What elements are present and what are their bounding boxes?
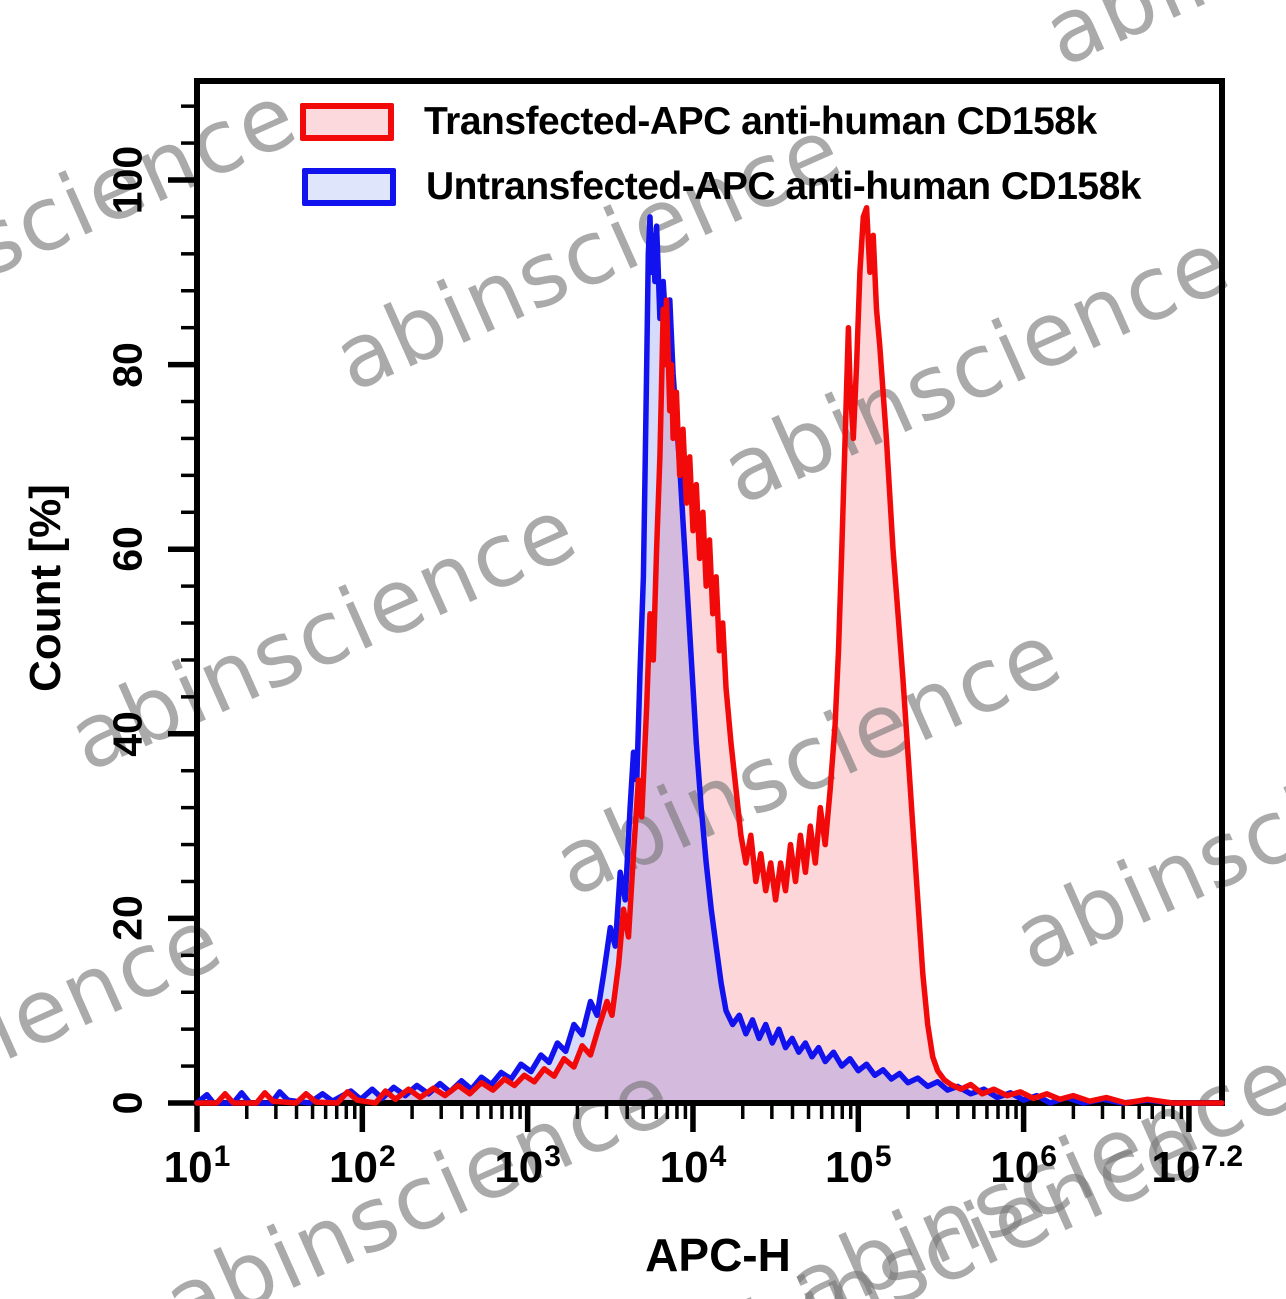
transfected-fill-area bbox=[197, 207, 1222, 1103]
legend-label-transfected: Transfected-APC anti-human CD158k bbox=[424, 100, 1097, 143]
y-axis-title: Count [%] bbox=[21, 484, 70, 692]
legend-row-transfected: Transfected-APC anti-human CD158k bbox=[300, 100, 1097, 144]
y-tick-label: 60 bbox=[104, 526, 151, 572]
y-tick-label: 40 bbox=[104, 710, 151, 757]
y-tick-label: 20 bbox=[104, 895, 151, 942]
x-tick-label: 106 bbox=[990, 1140, 1057, 1192]
x-axis-title: APC-H bbox=[645, 1229, 791, 1281]
y-tick-label: 100 bbox=[104, 145, 151, 215]
x-tick-label: 107.2 bbox=[1151, 1140, 1244, 1192]
y-tick-label: 80 bbox=[104, 341, 151, 388]
x-tick-label: 104 bbox=[659, 1140, 727, 1192]
legend-swatch-transfected bbox=[300, 103, 394, 141]
x-tick-label: 105 bbox=[824, 1140, 892, 1192]
x-tick-label: 102 bbox=[328, 1140, 396, 1192]
x-tick-label: 101 bbox=[163, 1140, 231, 1192]
x-tick-label: 103 bbox=[494, 1140, 561, 1192]
y-tick-label: 0 bbox=[104, 1091, 151, 1115]
legend-swatch-untransfected bbox=[302, 168, 396, 206]
transfected-curve bbox=[194, 204, 1225, 1106]
legend-label-untransfected: Untransfected-APC anti-human CD158k bbox=[426, 165, 1141, 208]
plot-frame bbox=[194, 78, 1225, 1106]
untransfected-fill-area bbox=[197, 216, 1222, 1103]
legend-row-untransfected: Untransfected-APC anti-human CD158k bbox=[302, 165, 1141, 209]
